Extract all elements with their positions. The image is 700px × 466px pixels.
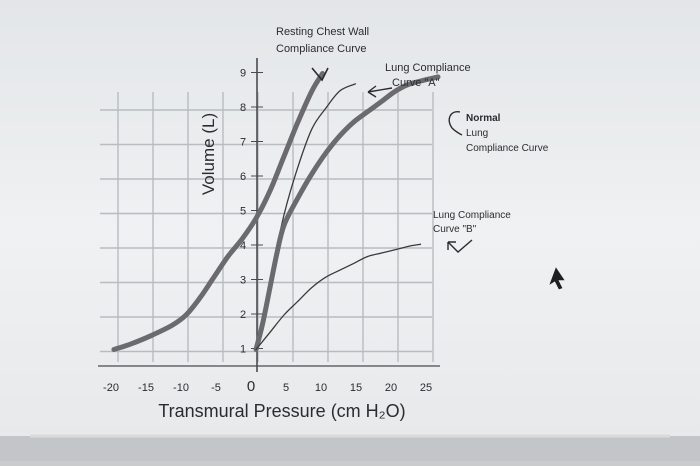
annotation-curve-b-line1: Lung Compliance	[433, 210, 511, 221]
y-tick-label: 5	[240, 206, 246, 218]
curves	[111, 71, 441, 352]
y-tick-label: 1	[240, 344, 246, 356]
annotation-curve-b: Lung Compliance Curve "B"	[433, 210, 511, 253]
annotation-chest-wall-line2: Compliance Curve	[276, 43, 366, 55]
y-tick-label: 7	[240, 137, 246, 149]
annotation-curve-b-line2: Curve "B"	[433, 224, 477, 235]
normal-lung-curve	[253, 74, 441, 352]
annotation-chest-wall: Resting Chest Wall Compliance Curve	[276, 26, 369, 82]
chest-wall-curve	[111, 71, 325, 352]
grid	[100, 92, 434, 362]
annotation-curve-a-line1: Lung Compliance	[385, 62, 471, 74]
annotation-normal: Normal Lung Compliance Curve	[448, 111, 549, 154]
annotation-normal-line1: Normal	[466, 113, 501, 124]
x-tick-label: -10	[173, 382, 189, 394]
x-tick-label: 20	[385, 382, 397, 394]
x-tick-label: -5	[211, 382, 221, 394]
annotation-curve-a: Lung Compliance Curve "A"	[367, 62, 471, 98]
y-axis-label: Volume (L)	[199, 113, 218, 195]
x-tick-label: 5	[283, 382, 289, 394]
annotation-normal-line2: Lung	[466, 128, 488, 139]
x-axis-label: Transmural Pressure (cm H₂O)	[158, 401, 405, 421]
lung-curve-b	[255, 243, 422, 351]
x-tick-label: 15	[350, 382, 362, 394]
y-tick-label: 3	[240, 275, 246, 287]
y-tick-label: 6	[240, 171, 246, 183]
curve-b-arrow	[447, 239, 473, 253]
x-tick-labels: -20 -15 -10 -5 0 5 10 15 20 25	[103, 378, 432, 395]
x-tick-label: -15	[138, 382, 154, 394]
mouse-cursor-icon	[549, 267, 565, 290]
annotation-chest-wall-line1: Resting Chest Wall	[276, 26, 369, 38]
x-tick-label: 25	[420, 382, 432, 394]
x-tick-label: 0	[247, 378, 255, 395]
curve-a-arrow	[367, 85, 393, 98]
y-tick-label: 4	[240, 240, 246, 252]
y-tick-label: 8	[240, 102, 246, 114]
chest-wall-arrow	[311, 67, 329, 82]
screen-bezel	[0, 436, 700, 461]
x-tick-label: 10	[315, 382, 327, 394]
annotation-normal-line3: Compliance Curve	[466, 143, 549, 154]
normal-bracket	[448, 111, 463, 136]
x-tick-label: -20	[103, 382, 119, 394]
y-tick-label: 9	[240, 68, 246, 80]
y-tick-label: 2	[240, 309, 246, 321]
annotation-curve-a-line2: Curve "A"	[392, 77, 440, 89]
